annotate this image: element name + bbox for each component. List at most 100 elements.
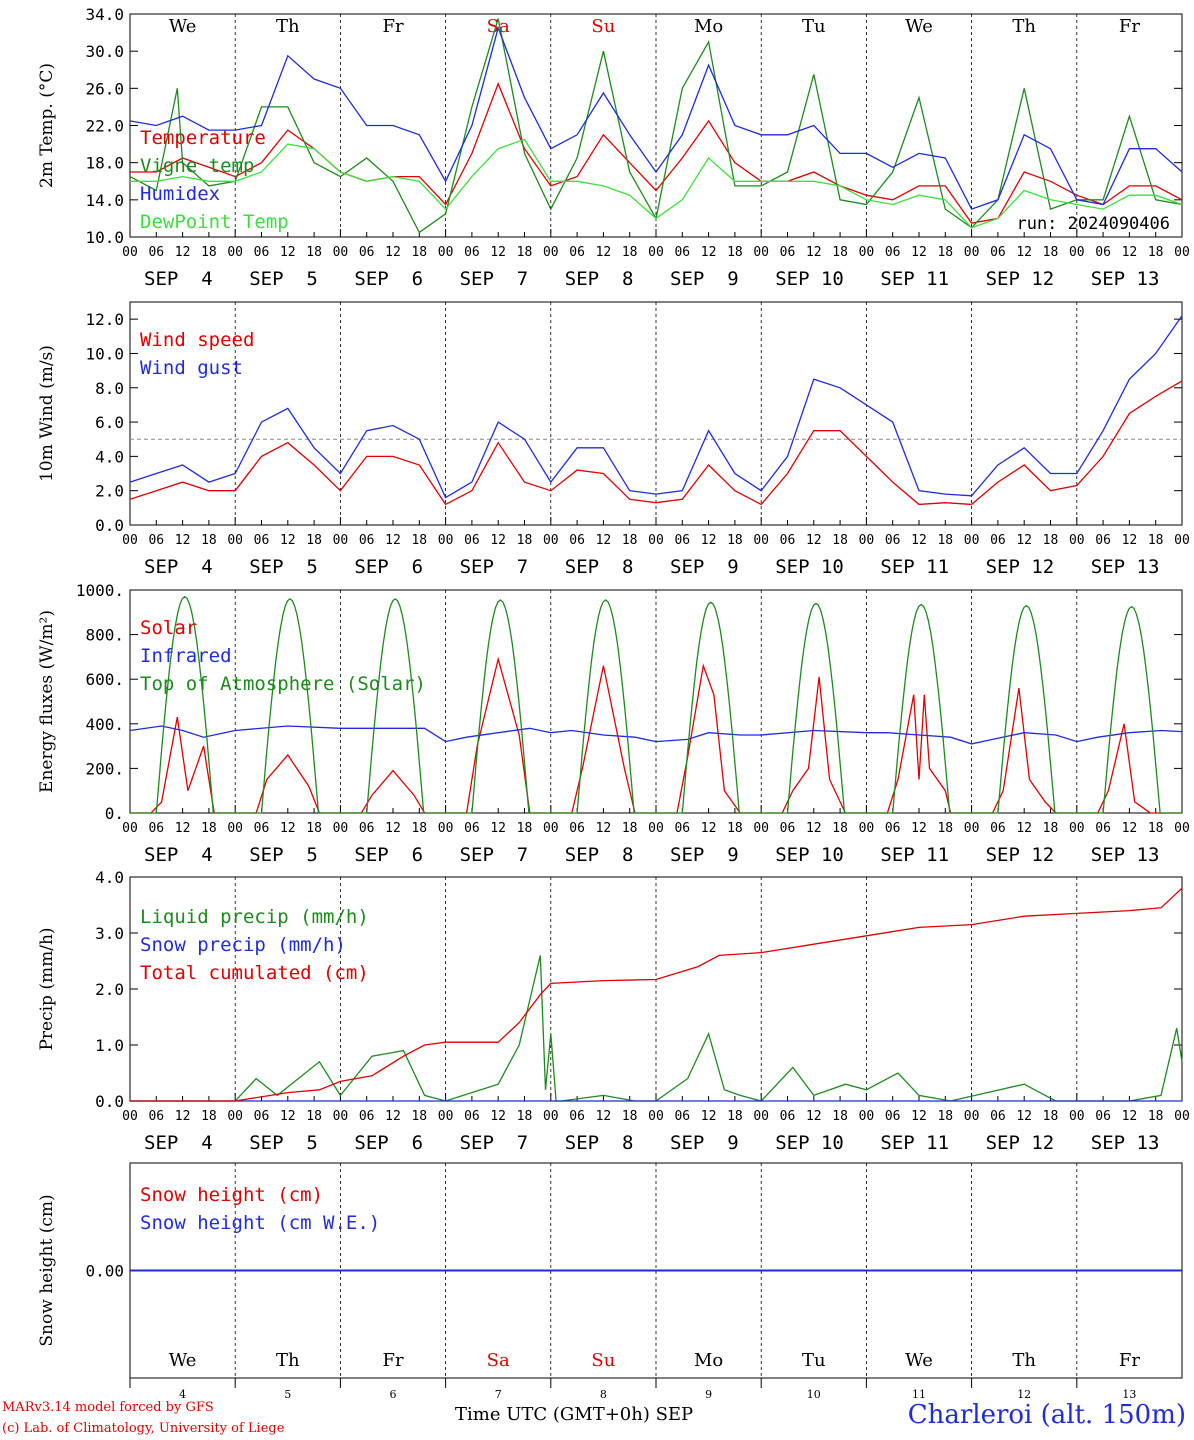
hour-label: 12 [490, 245, 506, 260]
hour-label: 06 [254, 1109, 270, 1124]
hour-label: 18 [937, 1109, 953, 1124]
hour-label: 06 [569, 245, 585, 260]
hour-label: 00 [122, 821, 138, 836]
y-tick-label: 600. [85, 670, 124, 689]
y-axis-label: 2m Temp. (°C) [37, 63, 57, 188]
hour-label: 06 [569, 821, 585, 836]
hour-label: 18 [832, 245, 848, 260]
y-tick-label: 10.0 [85, 228, 124, 247]
hour-label: 00 [648, 245, 664, 260]
hour-label: 12 [1122, 821, 1138, 836]
date-label: SEP 6 [354, 556, 423, 578]
date-label: SEP 12 [986, 556, 1055, 578]
hour-label: 06 [1095, 821, 1111, 836]
hour-label: 00 [227, 245, 243, 260]
hour-label: 18 [517, 821, 533, 836]
date-label: SEP 5 [249, 1132, 318, 1154]
hour-label: 00 [753, 533, 769, 548]
hour-label: 00 [1174, 1109, 1190, 1124]
weekday-label: Th [276, 1350, 300, 1371]
date-label: SEP 4 [144, 556, 213, 578]
hour-label: 06 [990, 821, 1006, 836]
date-label: SEP 10 [775, 268, 844, 290]
date-label: SEP 4 [144, 268, 213, 290]
hour-label: 00 [753, 1109, 769, 1124]
time-axis-label: Time UTC (GMT+0h) SEP [455, 1404, 694, 1425]
day-number-label: 12 [1017, 1388, 1031, 1401]
y-tick-label: 0.0 [95, 516, 124, 535]
hour-label: 12 [385, 1109, 401, 1124]
legend-entry: Snow height (cm W.E.) [140, 1212, 380, 1234]
y-tick-label: 1.0 [95, 1036, 124, 1055]
hour-label: 00 [333, 821, 349, 836]
hour-label: 18 [411, 533, 427, 548]
hour-label: 06 [1095, 533, 1111, 548]
date-label: SEP 7 [460, 556, 529, 578]
legend-entry: Temperature [140, 127, 266, 149]
weekday-label: Th [1012, 16, 1036, 37]
hour-label: 06 [1095, 245, 1111, 260]
panel-frame [129, 13, 1183, 238]
hour-label: 06 [674, 245, 690, 260]
hour-label: 18 [201, 821, 217, 836]
hour-label: 06 [990, 245, 1006, 260]
hour-label: 06 [254, 245, 270, 260]
hour-label: 12 [175, 1109, 191, 1124]
hour-label: 00 [543, 821, 559, 836]
hour-label: 06 [254, 533, 270, 548]
y-axis-label: Energy fluxes (W/m²) [37, 610, 57, 793]
hour-label: 12 [280, 533, 296, 548]
date-label: SEP 5 [249, 844, 318, 866]
legend-entry: Liquid precip (mm/h) [140, 906, 369, 928]
hour-label: 00 [122, 1109, 138, 1124]
y-tick-label: 4.0 [95, 868, 124, 887]
hour-label: 18 [411, 821, 427, 836]
weekday-label: Fr [382, 16, 403, 37]
y-tick-label: 34.0 [85, 5, 124, 24]
y-tick-label: 4.0 [95, 447, 124, 466]
hour-label: 00 [648, 533, 664, 548]
date-label: SEP 9 [670, 1132, 739, 1154]
hour-label: 00 [859, 821, 875, 836]
date-label: SEP 7 [460, 1132, 529, 1154]
y-tick-label: 800. [85, 626, 124, 645]
y-tick-label: 14.0 [85, 191, 124, 210]
hour-label: 12 [1122, 1109, 1138, 1124]
hour-label: 00 [859, 533, 875, 548]
weekday-label: Mo [694, 1350, 723, 1371]
hour-label: 12 [175, 533, 191, 548]
hour-label: 18 [622, 533, 638, 548]
hour-label: 00 [1069, 533, 1085, 548]
legend-entry: Infrared [140, 645, 232, 667]
y-tick-label: 2.0 [95, 980, 124, 999]
hour-label: 06 [148, 821, 164, 836]
date-label: SEP 9 [670, 556, 739, 578]
hour-label: 00 [438, 1109, 454, 1124]
hour-label: 00 [333, 533, 349, 548]
hour-label: 18 [201, 245, 217, 260]
hour-label: 00 [438, 533, 454, 548]
hour-label: 12 [701, 245, 717, 260]
model-credit: MARv3.14 model forced by GFS [2, 1400, 214, 1415]
hour-label: 00 [543, 1109, 559, 1124]
hour-label: 06 [1095, 1109, 1111, 1124]
weekday-label: Tu [802, 16, 826, 37]
date-label: SEP 12 [986, 1132, 1055, 1154]
hour-label: 00 [227, 821, 243, 836]
date-label: SEP 8 [565, 1132, 634, 1154]
hour-label: 12 [490, 1109, 506, 1124]
y-tick-label: 30.0 [85, 42, 124, 61]
y-tick-label: 0. [105, 804, 124, 823]
date-label: SEP 11 [880, 1132, 949, 1154]
day-number-label: 8 [600, 1388, 607, 1401]
y-axis-label: Snow height (cm) [37, 1194, 57, 1346]
hour-label: 12 [490, 821, 506, 836]
series-dewpoint-temp [130, 138, 1183, 229]
series-top-of-atmosphere-solar [130, 595, 1182, 814]
y-tick-label: 1000. [76, 581, 124, 600]
y-tick-label: 12.0 [85, 310, 124, 329]
date-label: SEP 9 [670, 844, 739, 866]
hour-label: 00 [1174, 821, 1190, 836]
hour-label: 06 [780, 821, 796, 836]
